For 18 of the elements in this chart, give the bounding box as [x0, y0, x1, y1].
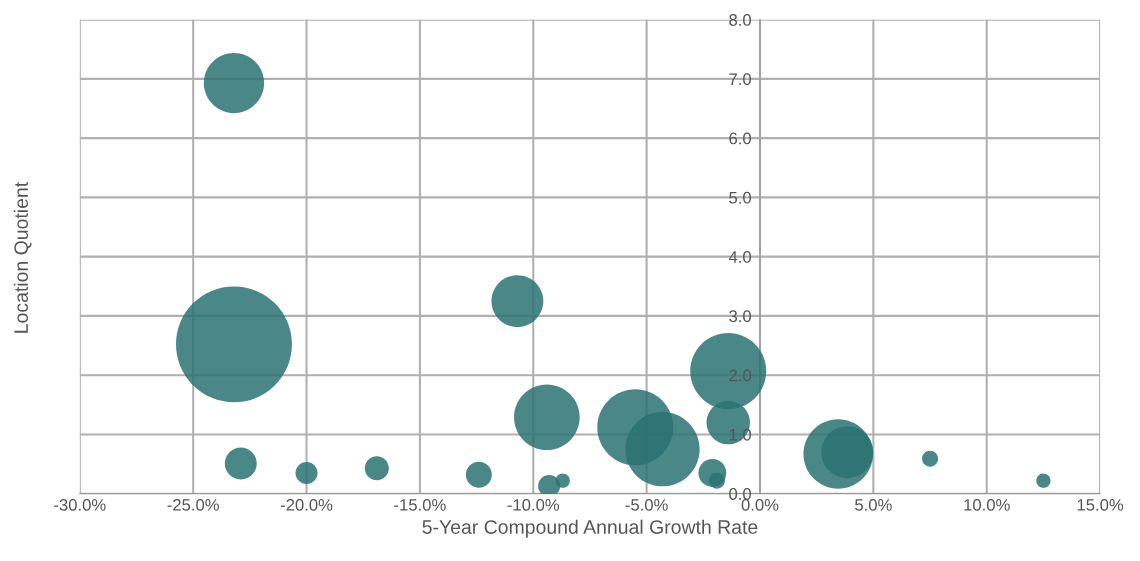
- y-tick-label: 7.0: [729, 73, 752, 86]
- x-tick-label: -20.0%: [280, 498, 333, 511]
- x-tick-label: 10.0%: [964, 498, 1010, 511]
- x-tick-label: 15.0%: [1077, 498, 1124, 511]
- x-tick-label: -5.0%: [625, 498, 668, 511]
- y-tick-label: 8.0: [729, 14, 752, 26]
- y-axis-title: Location Quotient: [13, 181, 32, 333]
- y-tick-label: 3.0: [729, 310, 752, 323]
- x-tick-label: -15.0%: [394, 498, 446, 511]
- x-tick-label: 5.0%: [855, 498, 892, 511]
- y-tick-label: 4.0: [728, 251, 752, 263]
- x-tick-label: 0.0%: [741, 498, 779, 511]
- x-tick-label: -30.0%: [54, 498, 106, 511]
- y-tick-label: 6.0: [729, 132, 752, 145]
- x-tick-label: -25.0%: [167, 498, 219, 511]
- y-tick-label: 5.0: [729, 191, 752, 204]
- x-axis-title: 5-Year Compound Annual Growth Rate: [422, 519, 758, 538]
- x-tick-label: -10.0%: [507, 498, 560, 511]
